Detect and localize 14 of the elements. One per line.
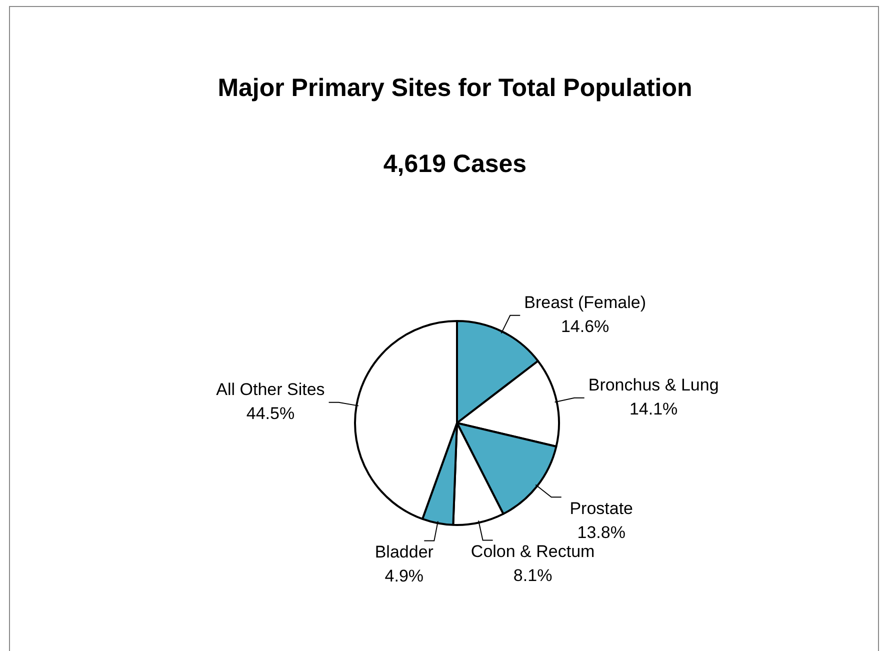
chart-subtitle: 4,619 Cases — [382, 150, 528, 179]
slice-label: Bronchus & Lung — [588, 376, 719, 395]
slice-label: Prostate — [570, 498, 634, 518]
data-label: 13.8% — [577, 522, 626, 542]
chart-title: Major Primary Sites for Total Population — [216, 74, 694, 103]
slice-label: All Other Sites — [216, 380, 325, 400]
slice-label: Bladder — [374, 542, 434, 562]
data-label: 4.9% — [384, 566, 424, 586]
data-label: 44.5% — [246, 404, 295, 424]
data-label: 8.1% — [513, 566, 552, 585]
data-label: 14.1% — [629, 400, 678, 419]
slice-label: Colon & Rectum — [470, 542, 595, 561]
data-label: 14.6% — [560, 317, 610, 336]
slice-label: Breast (Female) — [524, 293, 646, 312]
